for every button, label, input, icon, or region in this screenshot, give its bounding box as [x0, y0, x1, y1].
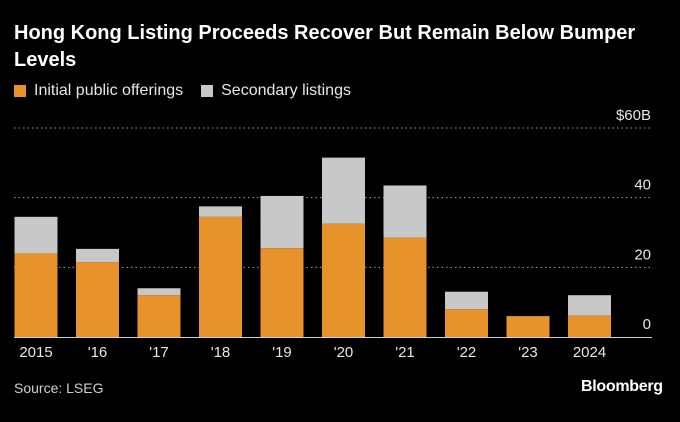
legend-label-secondary: Secondary listings: [221, 82, 351, 99]
bloomberg-logo: Bloomberg: [581, 378, 663, 395]
legend: Initial public offerings Secondary listi…: [14, 82, 369, 100]
bar-ipo: [76, 262, 119, 337]
bar-secondary: [322, 157, 365, 224]
x-tick-label: '16: [88, 344, 108, 361]
x-tick-label: '20: [334, 344, 354, 361]
legend-item-secondary: Secondary listings: [201, 82, 351, 100]
bar-ipo: [445, 309, 488, 337]
bar-ipo: [260, 248, 304, 337]
legend-swatch-secondary: [201, 85, 214, 97]
y-tick-label: 40: [634, 177, 651, 194]
bar-ipo: [383, 237, 427, 337]
bar-secondary: [445, 291, 488, 310]
bar-ipo: [14, 253, 58, 337]
bar-secondary: [137, 288, 181, 296]
bar-ipo: [137, 295, 181, 337]
bar-secondary: [199, 206, 242, 217]
x-tick-label: '22: [457, 344, 477, 361]
bar-secondary: [76, 248, 119, 263]
bar-ipo: [322, 223, 365, 337]
x-tick-label: '18: [211, 344, 231, 361]
y-tick-label: 20: [634, 246, 651, 263]
bar-ipo: [506, 316, 550, 337]
legend-item-ipo: Initial public offerings: [14, 82, 183, 100]
bar-secondary: [568, 295, 611, 316]
bar-secondary: [260, 195, 304, 249]
x-tick-label: '19: [272, 344, 292, 361]
legend-label-ipo: Initial public offerings: [34, 82, 184, 99]
x-tick-label: '21: [395, 344, 415, 361]
y-tick-label: 0: [643, 316, 651, 333]
bar-ipo: [568, 315, 611, 337]
bar-secondary: [383, 185, 427, 238]
y-tick-label: $60B: [616, 107, 651, 124]
x-tick-label: 2015: [19, 344, 52, 361]
bar-ipo: [199, 216, 242, 337]
source-note: Source: LSEG: [14, 380, 104, 396]
x-tick-label: '23: [518, 344, 538, 361]
legend-swatch-ipo: [14, 85, 26, 97]
bar-secondary: [14, 216, 58, 254]
x-tick-label: 2024: [573, 344, 606, 361]
chart-title: Hong Kong Listing Proceeds Recover But R…: [14, 22, 636, 71]
x-tick-label: '17: [149, 344, 169, 361]
